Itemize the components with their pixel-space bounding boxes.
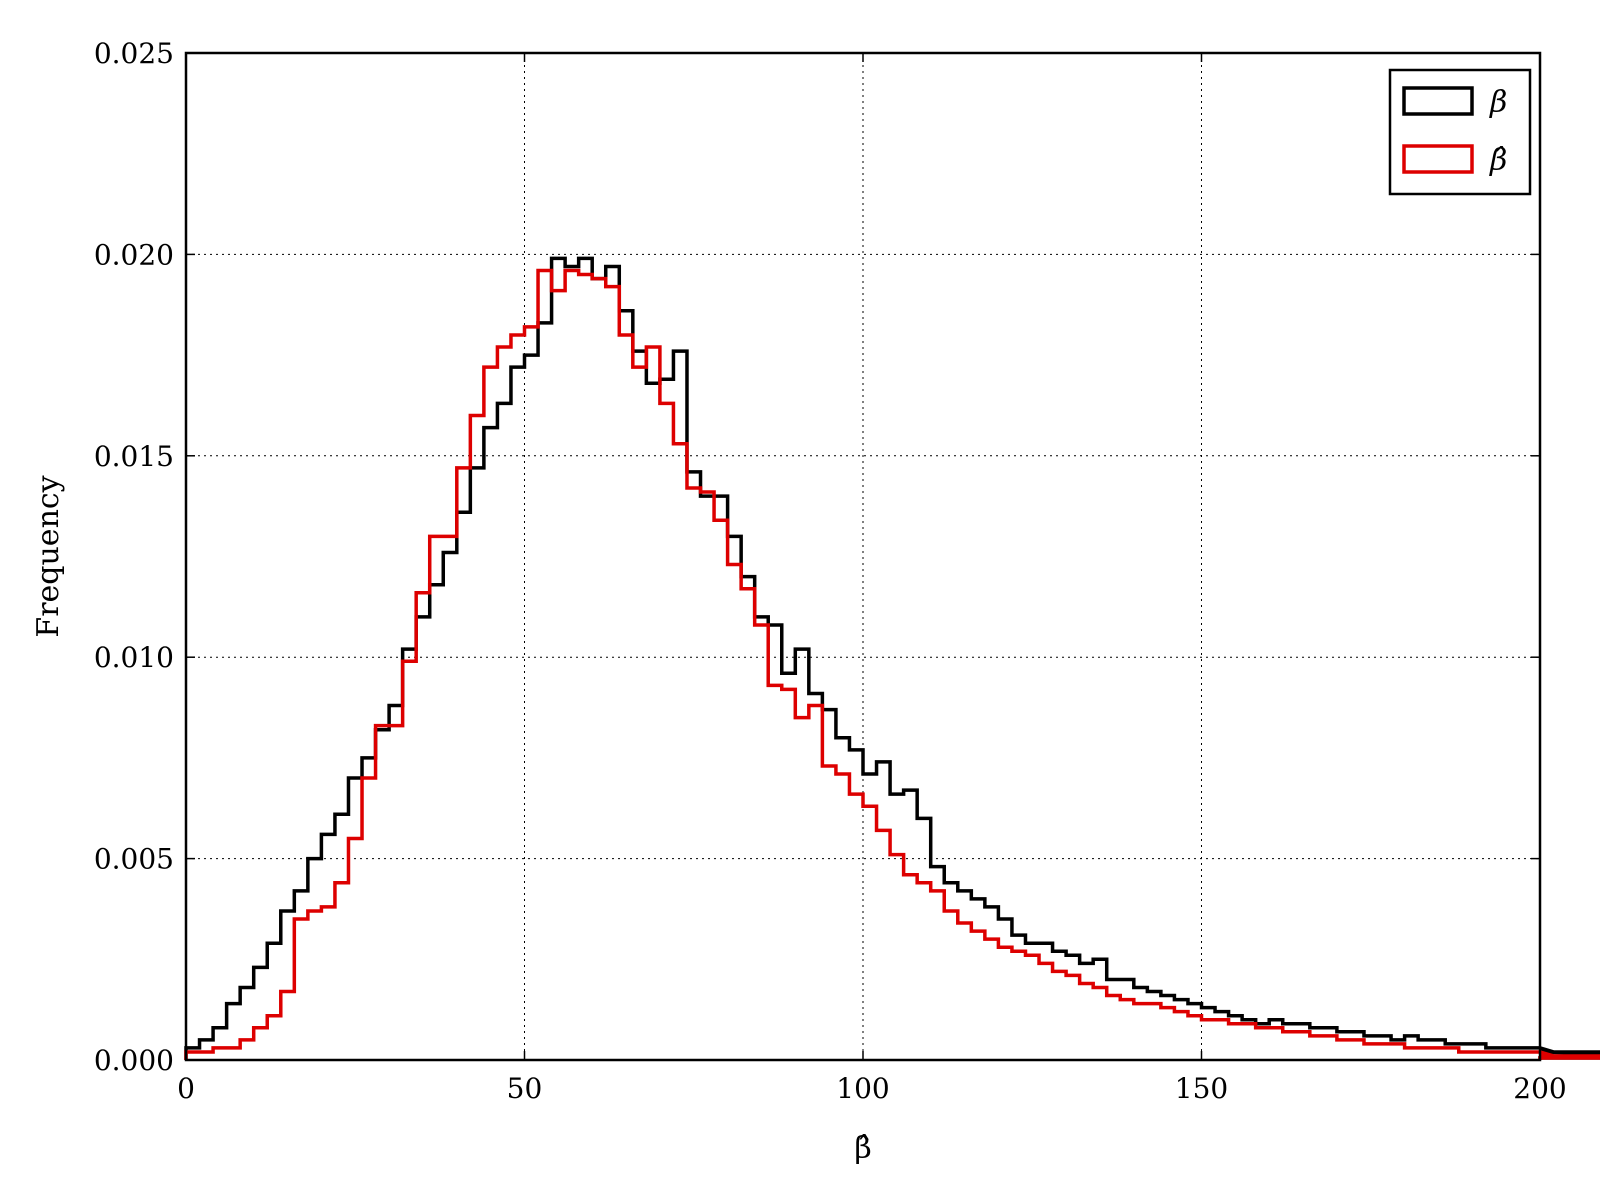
x-tick-label: 0	[177, 1072, 195, 1105]
y-axis-label: Frequency	[31, 475, 66, 637]
y-tick-label: 0.015	[94, 440, 174, 473]
histogram-series-beta-hat	[184, 268, 1600, 1060]
y-tick-label: 0.000	[94, 1044, 174, 1077]
grid-lines	[186, 53, 1540, 1060]
x-tick-label: 50	[507, 1072, 543, 1105]
y-tick-label: 0.005	[94, 843, 174, 876]
x-tick-label: 150	[1175, 1072, 1228, 1105]
legend-label-beta-hat: β̂	[1489, 143, 1507, 178]
histogram-series-beta	[184, 256, 1600, 1060]
y-axis-ticks: 0.000 0.005 0.010 0.015 0.020 0.025	[94, 37, 1540, 1077]
y-tick-label: 0.020	[94, 238, 174, 271]
y-tick-label: 0.025	[94, 37, 174, 70]
series-layer	[184, 256, 1600, 1060]
x-tick-label: 100	[836, 1072, 889, 1105]
y-tick-label: 0.010	[94, 641, 174, 674]
legend: β β̂	[1388, 68, 1532, 196]
x-axis-label: β̂	[854, 1131, 871, 1166]
legend-swatch-beta	[1402, 86, 1474, 116]
x-tick-label: 200	[1513, 1072, 1566, 1105]
x-axis-ticks: 0 50 100 150 200	[177, 53, 1567, 1105]
legend-label-beta: β	[1489, 85, 1507, 120]
legend-swatch-beta-hat	[1402, 144, 1474, 174]
